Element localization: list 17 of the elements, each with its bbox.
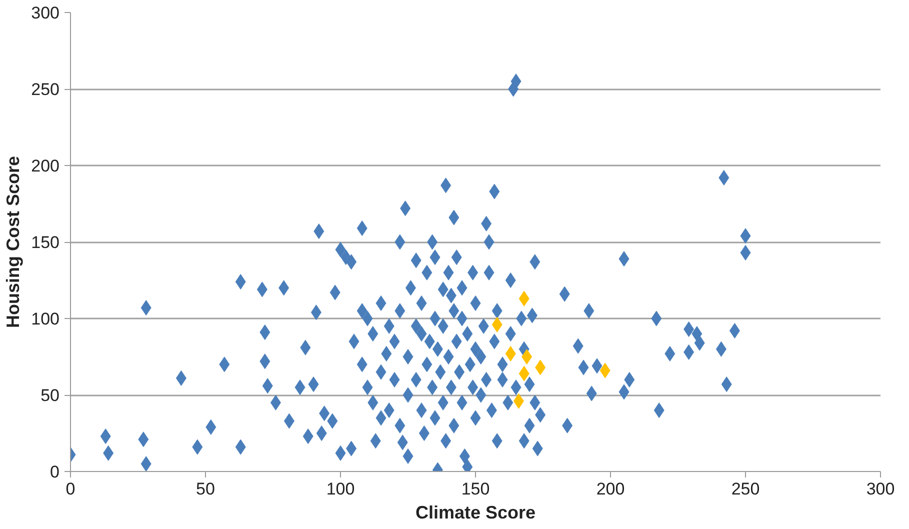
y-axis-title: Housing Cost Score xyxy=(3,156,24,328)
x-tick-label: 200 xyxy=(596,480,625,498)
y-tick-label: 150 xyxy=(31,233,60,252)
x-tick-label: 0 xyxy=(66,480,76,498)
y-tick-label: 100 xyxy=(31,310,60,328)
x-tick-label: 50 xyxy=(196,480,215,498)
y-tick-label: 250 xyxy=(31,80,60,99)
x-tick-label: 100 xyxy=(326,480,355,498)
x-tick-label: 250 xyxy=(731,480,760,498)
x-tick-label: 300 xyxy=(866,480,895,498)
y-tick-label: 50 xyxy=(40,386,60,405)
y-tick-label: 300 xyxy=(31,4,60,22)
point xyxy=(522,349,532,364)
x-tick-label: 150 xyxy=(461,480,490,498)
y-tick-label: 0 xyxy=(50,462,60,482)
y-tick-label: 200 xyxy=(31,156,60,176)
x-axis-title: Climate Score xyxy=(415,502,536,522)
